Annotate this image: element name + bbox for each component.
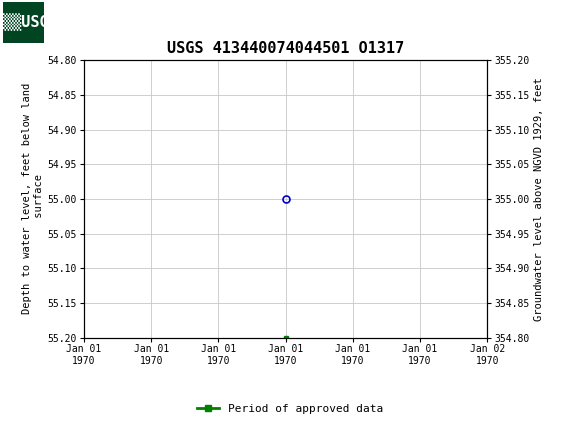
Legend: Period of approved data: Period of approved data bbox=[193, 399, 387, 418]
Text: ▒▒USGS: ▒▒USGS bbox=[3, 14, 57, 31]
Title: USGS 413440074044501 O1317: USGS 413440074044501 O1317 bbox=[167, 41, 404, 56]
Y-axis label: Groundwater level above NGVD 1929, feet: Groundwater level above NGVD 1929, feet bbox=[534, 77, 543, 321]
Y-axis label: Depth to water level, feet below land
 surface: Depth to water level, feet below land su… bbox=[22, 83, 44, 314]
Bar bbox=[3, 2, 43, 43]
